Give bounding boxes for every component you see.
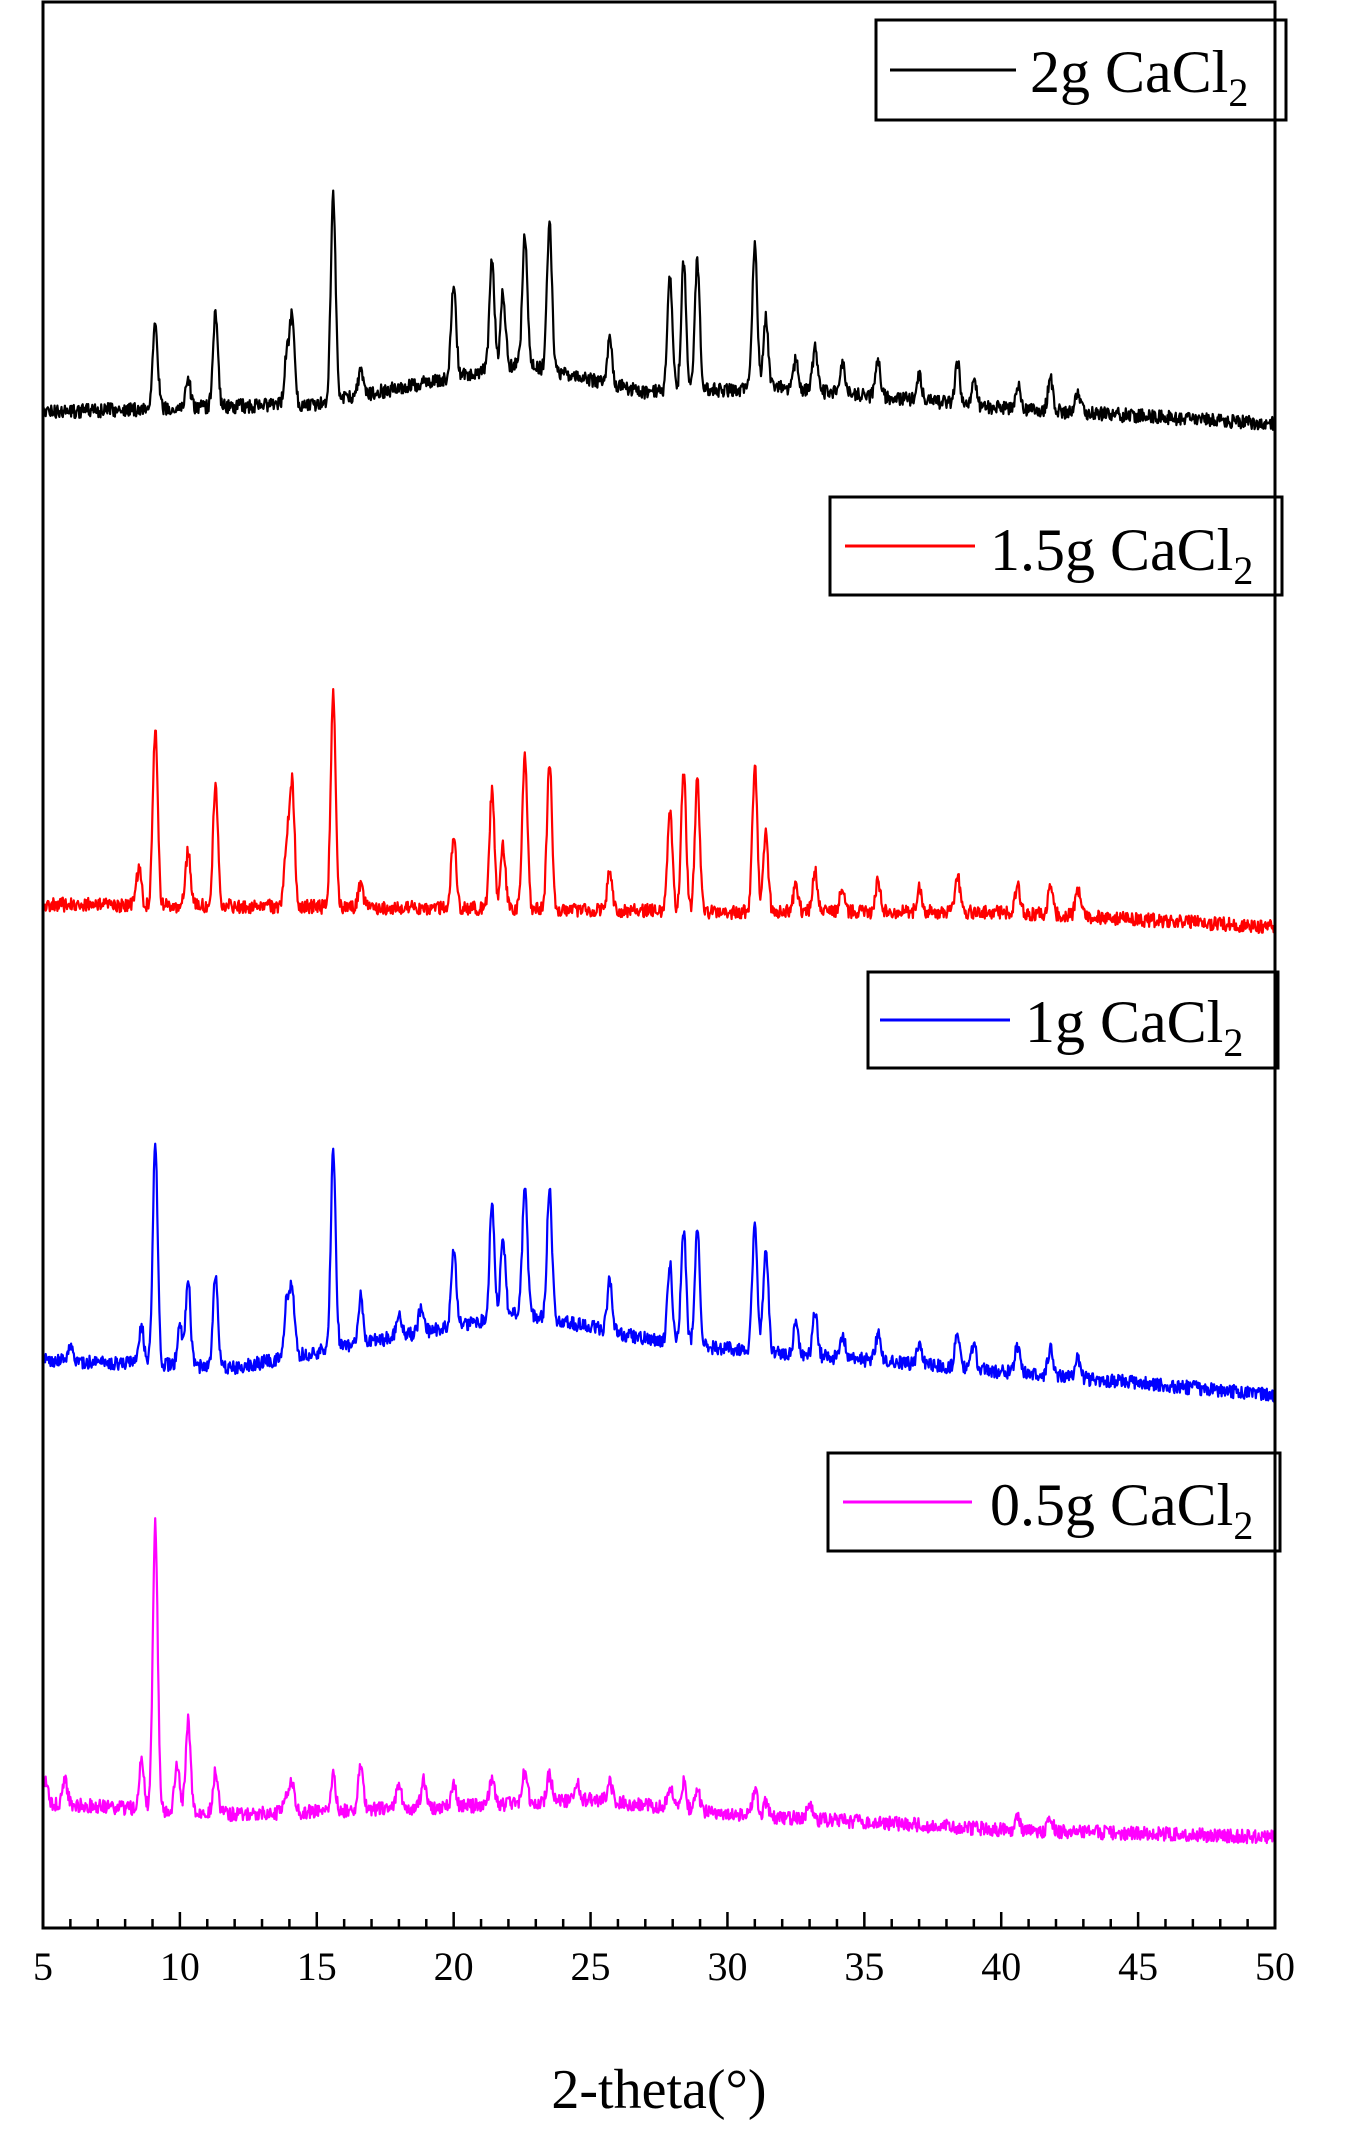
series-line-1 xyxy=(41,688,1277,934)
series-line-3 xyxy=(41,1517,1277,1845)
legend-label-2: 1g CaCl2 xyxy=(1025,989,1243,1065)
x-tick-label: 50 xyxy=(1255,1944,1295,1989)
legend-label-main-2: 1g CaCl xyxy=(1025,989,1223,1055)
legend-box-0 xyxy=(874,18,1288,122)
x-tick-label: 5 xyxy=(33,1944,53,1989)
legend-label-subscript-1: 2 xyxy=(1233,548,1253,593)
legend-label-subscript-3: 2 xyxy=(1233,1503,1253,1548)
x-tick-label: 25 xyxy=(571,1944,611,1989)
x-tick-label: 10 xyxy=(160,1944,200,1989)
legend-label-main-0: 2g CaCl xyxy=(1030,39,1228,105)
x-tick-label: 45 xyxy=(1118,1944,1158,1989)
legend-label-main-1: 1.5g CaCl xyxy=(990,517,1233,583)
legend-label-0: 2g CaCl2 xyxy=(1030,39,1248,115)
legend-label-subscript-2: 2 xyxy=(1223,1020,1243,1065)
legend-label-main-3: 0.5g CaCl xyxy=(990,1472,1233,1538)
traces-group xyxy=(41,189,1277,1845)
x-axis-title: 2-theta(°) xyxy=(551,2059,766,2121)
x-tick-label: 40 xyxy=(981,1944,1021,1989)
x-tick-label: 30 xyxy=(707,1944,747,1989)
x-axis: 5 10 15 20 25 30 35 40 45 50 xyxy=(33,1912,1295,1989)
x-tick-label: 20 xyxy=(434,1944,474,1989)
x-tick-label: 15 xyxy=(297,1944,337,1989)
plot-frame xyxy=(41,0,1277,1930)
legend-label-3: 0.5g CaCl2 xyxy=(990,1472,1253,1548)
legend-label-1: 1.5g CaCl2 xyxy=(990,517,1253,593)
x-tick-label: 35 xyxy=(844,1944,884,1989)
series-line-0 xyxy=(41,189,1277,431)
series-line-2 xyxy=(42,1142,1276,1403)
legend-label-subscript-0: 2 xyxy=(1228,70,1248,115)
